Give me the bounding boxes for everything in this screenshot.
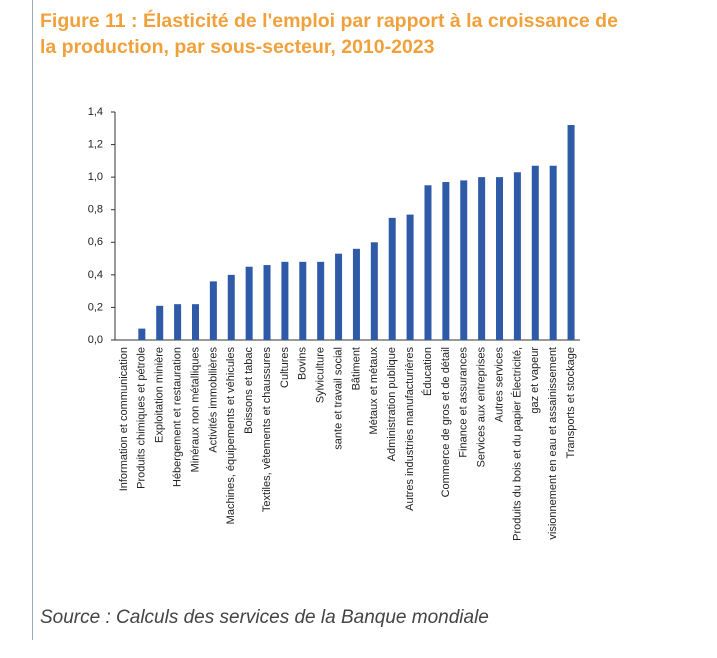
x-tick-label: Bâtiment: [350, 347, 362, 390]
bar: [567, 125, 575, 341]
y-tick-label: 0,0: [88, 334, 103, 346]
x-tick-label: Commerce de gros et de détail: [440, 347, 452, 497]
bar: [513, 172, 521, 340]
x-tick-label: Finance et assurances: [458, 347, 470, 458]
x-tick-label: Hébergement et restauration: [172, 347, 184, 487]
bar: [299, 261, 307, 340]
x-tick-label: Autres industries manufacturières: [404, 347, 416, 511]
y-tick-label: 1,2: [88, 138, 103, 150]
x-tick-label: Métaux et métaux: [368, 347, 380, 435]
x-tick-label: Minéraux non métalliques: [189, 347, 201, 473]
x-tick-label: gaz et vapeur: [529, 347, 541, 414]
bar: [442, 182, 450, 340]
bar: [281, 261, 289, 340]
x-tick-label: Produits chimiques et pétrole: [136, 347, 148, 489]
bar: [227, 274, 235, 340]
chart-title: Figure 11 : Élasticité de l'emploi par r…: [40, 10, 618, 58]
side-rule: [32, 0, 33, 640]
bar: [174, 304, 182, 340]
y-tick-label: 0,8: [88, 204, 103, 216]
source-note: Source : Calculs des services de la Banq…: [40, 607, 489, 628]
bar: [424, 185, 432, 340]
bar: [370, 242, 378, 340]
bar: [531, 165, 539, 340]
y-tick-label: 1,4: [88, 106, 103, 118]
x-tick-label: visionnement en eau et assainissement: [547, 347, 559, 540]
x-tick-label: Machines, équipements et véhicules: [225, 347, 237, 525]
bar: [209, 281, 217, 340]
x-tick-label: sante et travail social: [332, 347, 344, 450]
x-tick-label: Éducation: [421, 347, 434, 396]
x-tick-label: Information et communication: [118, 347, 130, 491]
x-tick-label: Cultures: [279, 347, 291, 388]
bar: [263, 265, 271, 340]
x-tick-label: Transports et stockage: [565, 347, 577, 458]
x-tick-label: Exploitation minière: [154, 347, 166, 443]
x-tick-label: Administration publique: [386, 347, 398, 461]
x-tick-label: Activités immobilières: [207, 347, 219, 453]
y-tick-label: 0,6: [88, 236, 103, 248]
bar: [138, 328, 146, 340]
bar: [245, 266, 253, 340]
x-tick-label: Services aux entreprises: [476, 347, 488, 468]
x-tick-label: Textiles, vêtements et chaussures: [261, 347, 273, 513]
x-tick-label: Sylviculture: [315, 347, 327, 403]
bar: [406, 214, 414, 340]
bar: [191, 304, 199, 340]
bar: [549, 165, 557, 340]
bar: [460, 180, 468, 340]
bar: [317, 261, 325, 340]
y-tick-label: 0,4: [88, 269, 103, 281]
x-tick-label: Autres services: [493, 347, 505, 423]
bar: [352, 248, 360, 340]
bar: [388, 217, 396, 340]
x-tick-label: Bovins: [297, 347, 309, 381]
bar: [496, 177, 504, 340]
bar: [478, 177, 486, 340]
x-tick-label: Boissons et tabac: [243, 347, 255, 434]
bar: [156, 305, 164, 340]
x-tick-label: Produits du bois et du papier Électricit…: [510, 347, 523, 541]
y-tick-label: 1,0: [88, 171, 103, 183]
y-tick-label: 0,2: [88, 301, 103, 313]
chart: 0,0 0,2 0,4 0,6 0,8 1,0 1,2 1,4 Information et c…: [88, 106, 580, 541]
bar: [335, 253, 343, 340]
